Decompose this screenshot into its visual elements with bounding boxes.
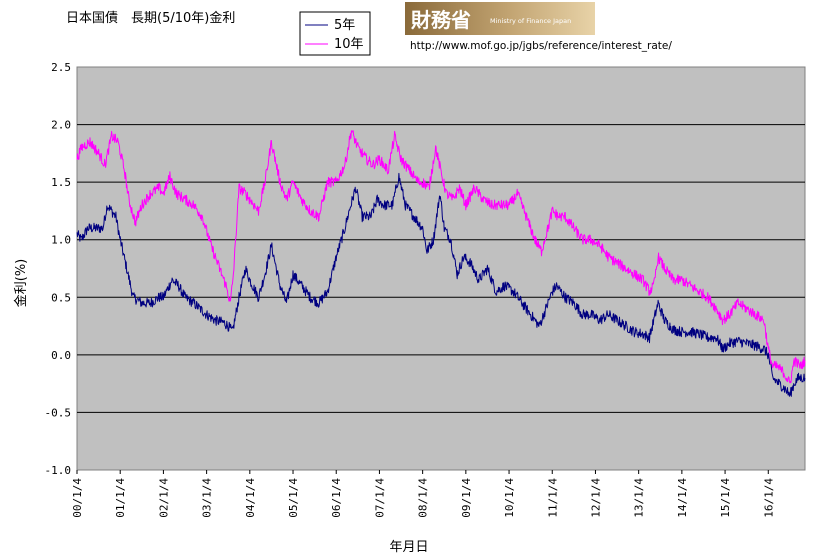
mof-logo: 財務省 Ministry of Finance Japan <box>405 2 595 35</box>
y-tick-label: 2.0 <box>51 119 71 132</box>
plot-area <box>76 66 806 471</box>
chart-title: 日本国債 長期(5/10年)金利 <box>66 10 235 26</box>
x-axis-title: 年月日 <box>389 540 428 555</box>
x-tick-label: 08/1/4 <box>417 478 430 518</box>
y-tick-label: 0.5 <box>51 291 71 304</box>
series-line-10y <box>76 130 806 384</box>
y-tick-labels: -1.0 -0.5 0.0 0.5 1.0 1.5 2.0 2.5 <box>45 61 72 477</box>
legend-box <box>299 11 371 56</box>
y-axis-title: 金利(%) <box>13 259 29 308</box>
x-tick-label: 14/1/4 <box>676 478 689 518</box>
x-tick-label: 12/1/4 <box>589 478 602 518</box>
x-tick-label: 11/1/4 <box>546 478 559 518</box>
legend: 5年 10年 <box>299 11 371 56</box>
x-tick-label: 09/1/4 <box>460 478 473 518</box>
x-tick-label: 10/1/4 <box>503 478 516 518</box>
logo-background <box>405 2 595 35</box>
legend-label-10y: 10年 <box>334 37 364 52</box>
x-tick-labels: 00/1/4 01/1/4 02/1/4 03/1/4 04/1/4 05/1/4 06/1… <box>71 470 775 518</box>
y-tick-label: 1.5 <box>51 176 71 189</box>
x-tick-label: 00/1/4 <box>71 478 84 518</box>
y-tick-label: -1.0 <box>45 464 72 477</box>
x-tick-label: 04/1/4 <box>244 478 257 518</box>
y-tick-label: -0.5 <box>45 406 72 419</box>
legend-label-5y: 5年 <box>334 18 355 33</box>
y-tick-label: 2.5 <box>51 61 71 74</box>
series-line-5y <box>76 172 806 397</box>
x-tick-label: 05/1/4 <box>287 478 300 518</box>
y-tick-label: 0.0 <box>51 349 71 362</box>
x-tick-label: 01/1/4 <box>114 478 127 518</box>
x-tick-label: 02/1/4 <box>157 478 170 518</box>
logo-sub-text: Ministry of Finance Japan <box>490 17 571 25</box>
x-tick-label: 15/1/4 <box>719 478 732 518</box>
logo-main-text: 財務省 <box>411 8 471 32</box>
x-tick-label: 03/1/4 <box>201 478 214 518</box>
grid-lines <box>77 124 805 413</box>
x-tick-label: 06/1/4 <box>330 478 343 518</box>
x-tick-label: 16/1/4 <box>762 478 775 518</box>
source-url: http://www.mof.go.jp/jgbs/reference/inte… <box>410 40 672 52</box>
y-tick-label: 1.0 <box>51 234 71 247</box>
series-lines <box>76 130 806 397</box>
x-tick-label: 13/1/4 <box>633 478 646 518</box>
x-tick-label: 07/1/4 <box>373 478 386 518</box>
